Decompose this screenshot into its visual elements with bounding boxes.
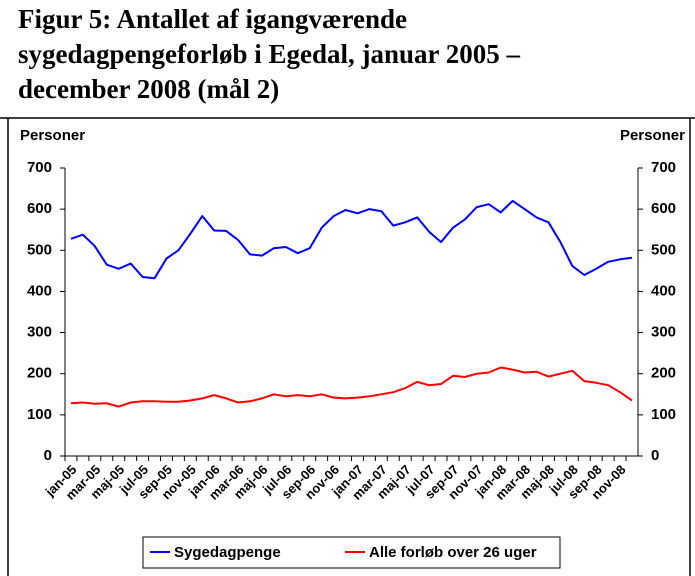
y-tick-label: 400 [27, 282, 52, 299]
y-tick-label: 600 [27, 200, 52, 217]
chart-title: Figur 5: Antallet af igangværende sygedag… [18, 2, 520, 107]
series-line [70, 199, 633, 280]
y-tick-label: 500 [27, 241, 52, 258]
title-line: sygedagpengeforløb i Egedal, januar 2005… [18, 39, 521, 69]
y2-tick-label: 500 [651, 241, 676, 258]
y2-axis-label: Personer [620, 127, 685, 144]
y-tick-label: 100 [27, 406, 52, 423]
title-line: Figur 5: Antallet af igangværende [18, 4, 407, 34]
y2-tick-label: 0 [651, 447, 659, 464]
y2-tick-label: 100 [651, 406, 676, 423]
y-tick-label: 200 [27, 365, 52, 382]
y-tick-label: 0 [44, 447, 52, 464]
legend-box [142, 536, 561, 569]
y2-tick-label: 600 [651, 200, 676, 217]
legend-label: Alle forløb over 26 uger [369, 544, 537, 561]
legend-label: Sygedagpenge [174, 544, 281, 561]
y2-tick-label: 400 [651, 282, 676, 299]
title-line: december 2008 (mål 2) [18, 74, 280, 104]
y2-tick-label: 200 [651, 365, 676, 382]
y-axis-label: Personer [20, 127, 85, 144]
y2-tick-label: 700 [651, 159, 676, 176]
y2-tick-label: 300 [651, 324, 676, 341]
y-tick-label: 300 [27, 324, 52, 341]
series-line [70, 366, 633, 408]
y-tick-label: 700 [27, 159, 52, 176]
